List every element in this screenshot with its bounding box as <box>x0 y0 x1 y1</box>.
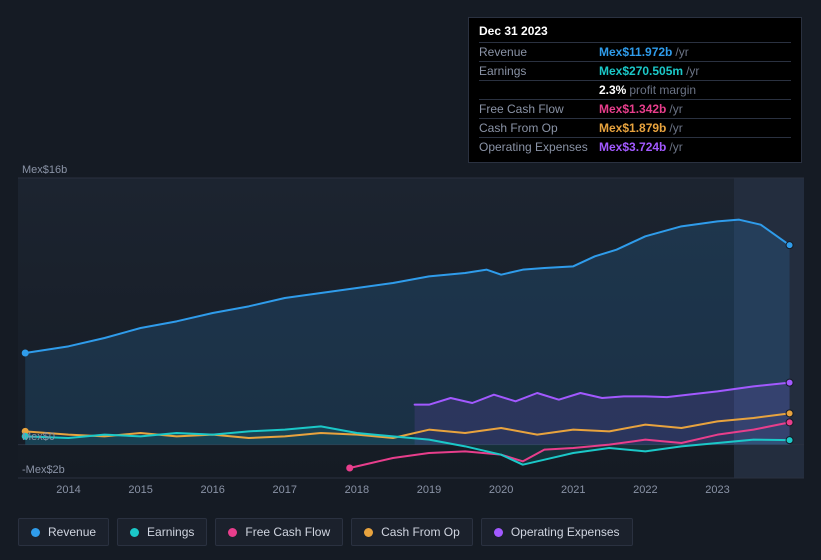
legend-item-free-cash-flow[interactable]: Free Cash Flow <box>215 518 343 546</box>
legend-swatch <box>130 528 139 537</box>
tooltip-row: Free Cash FlowMex$1.342b /yr <box>479 99 791 118</box>
tooltip-row-unit: /yr <box>669 102 682 116</box>
tooltip-row: RevenueMex$11.972b /yr <box>479 42 791 61</box>
tooltip-row-unit: /yr <box>669 121 682 135</box>
tooltip-row: EarningsMex$270.505m /yr <box>479 61 791 80</box>
legend-item-operating-expenses[interactable]: Operating Expenses <box>481 518 633 546</box>
tooltip-row-label <box>479 83 599 97</box>
x-axis-label: 2022 <box>633 484 657 496</box>
tooltip-row: Operating ExpensesMex$3.724b /yr <box>479 137 791 156</box>
tooltip-row: Cash From OpMex$1.879b /yr <box>479 118 791 137</box>
tooltip-row-label: Cash From Op <box>479 121 599 135</box>
legend-label: Free Cash Flow <box>245 525 330 539</box>
tooltip-row-value: Mex$3.724b <box>599 140 666 154</box>
legend-item-earnings[interactable]: Earnings <box>117 518 207 546</box>
tooltip-row-value: Mex$270.505m <box>599 64 683 78</box>
tooltip-row: 2.3% profit margin <box>479 80 791 99</box>
tooltip-row-unit: /yr <box>675 45 688 59</box>
chart-legend: Revenue Earnings Free Cash Flow Cash From O… <box>18 518 633 546</box>
legend-item-revenue[interactable]: Revenue <box>18 518 109 546</box>
x-axis-label: 2016 <box>200 484 224 496</box>
x-axis-label: 2019 <box>417 484 441 496</box>
x-axis-label: 2017 <box>273 484 297 496</box>
tooltip-date: Dec 31 2023 <box>479 24 791 38</box>
tooltip-row-label: Revenue <box>479 45 599 59</box>
legend-swatch <box>364 528 373 537</box>
y-axis-label: Mex$0 <box>22 431 55 443</box>
legend-label: Revenue <box>48 525 96 539</box>
y-axis-label: -Mex$2b <box>22 464 65 476</box>
tooltip-row-unit: profit margin <box>629 83 696 97</box>
x-axis-label: 2020 <box>489 484 513 496</box>
y-axis-label: Mex$16b <box>22 164 67 176</box>
tooltip-row-value: Mex$1.342b <box>599 102 666 116</box>
tooltip-row-unit: /yr <box>686 64 699 78</box>
x-axis-label: 2023 <box>705 484 729 496</box>
x-axis-label: 2021 <box>561 484 585 496</box>
tooltip-row-unit: /yr <box>669 140 682 154</box>
legend-swatch <box>494 528 503 537</box>
x-axis-label: 2015 <box>128 484 152 496</box>
legend-label: Cash From Op <box>381 525 460 539</box>
legend-label: Operating Expenses <box>511 525 620 539</box>
legend-item-cash-from-op[interactable]: Cash From Op <box>351 518 473 546</box>
tooltip-row-label: Earnings <box>479 64 599 78</box>
x-axis-label: 2014 <box>56 484 80 496</box>
legend-label: Earnings <box>147 525 194 539</box>
tooltip-row-value: Mex$11.972b <box>599 45 672 59</box>
data-tooltip: Dec 31 2023 RevenueMex$11.972b /yrEarnin… <box>468 17 802 163</box>
tooltip-row-label: Operating Expenses <box>479 140 599 154</box>
tooltip-row-label: Free Cash Flow <box>479 102 599 116</box>
legend-swatch <box>228 528 237 537</box>
tooltip-row-value: Mex$1.879b <box>599 121 666 135</box>
legend-swatch <box>31 528 40 537</box>
x-axis-label: 2018 <box>345 484 369 496</box>
tooltip-row-value: 2.3% <box>599 83 626 97</box>
